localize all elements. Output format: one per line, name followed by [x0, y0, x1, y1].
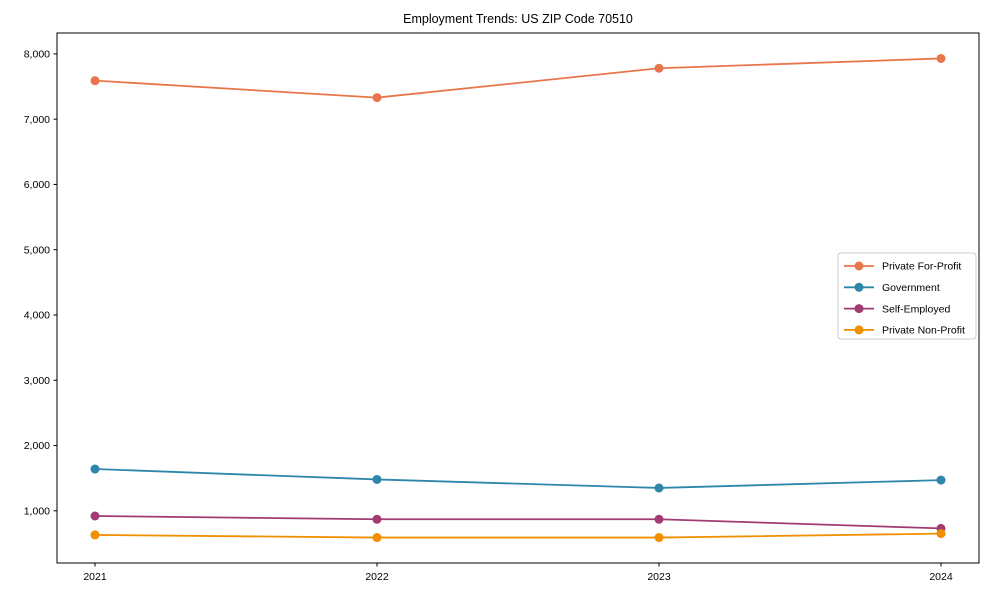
legend-marker	[854, 304, 864, 314]
y-tick-label: 1,000	[24, 505, 50, 517]
x-axis-ticks: 2021 2022 2023 2024	[83, 563, 953, 583]
x-tick-label: 2021	[83, 571, 107, 583]
y-axis-ticks: 1,000 2,000 3,000 4,000 5,000 6,000 7,000 8,000	[24, 49, 57, 517]
y-tick-label: 3,000	[24, 375, 50, 387]
data-point-marker-private-non-profit	[372, 533, 382, 543]
x-tick-label: 2022	[365, 571, 389, 583]
data-point-marker-government	[654, 483, 664, 493]
data-point-marker-private-for-profit	[936, 53, 946, 63]
data-point-marker-government	[90, 464, 100, 474]
legend-marker	[854, 325, 864, 335]
y-tick-label: 2,000	[24, 440, 50, 452]
legend-item-self-employed: Self-Employed	[844, 303, 950, 315]
data-point-marker-government	[936, 475, 946, 485]
legend-item-government: Government	[844, 282, 940, 294]
legend-marker	[854, 282, 864, 292]
series-line-self-employed	[94, 515, 942, 530]
series-line-private-non-profit	[94, 532, 942, 539]
data-point-marker-private-for-profit	[90, 76, 100, 86]
legend-label: Self-Employed	[882, 303, 950, 315]
legend-marker	[854, 261, 864, 271]
legend: Private For-Profit Government Self-Employe…	[837, 252, 977, 340]
data-point-marker-self-employed	[654, 514, 664, 524]
series-layer	[90, 53, 946, 543]
axes-frame	[56, 32, 980, 564]
data-point-marker-self-employed	[372, 514, 382, 524]
legend-box	[837, 252, 977, 340]
data-point-marker-private-for-profit	[654, 63, 664, 73]
series-line-government	[94, 468, 942, 489]
y-tick-label: 6,000	[24, 179, 50, 191]
legend-label: Private Non-Profit	[882, 325, 965, 337]
legend-item-private-non-profit: Private Non-Profit	[844, 325, 965, 337]
legend-label: Government	[882, 282, 940, 294]
legend-item-private-for-profit: Private For-Profit	[844, 261, 961, 273]
data-point-marker-private-non-profit	[90, 530, 100, 540]
y-tick-label: 8,000	[24, 49, 50, 61]
data-point-marker-private-non-profit	[936, 529, 946, 539]
data-point-marker-self-employed	[90, 511, 100, 521]
series-line-private-for-profit	[94, 57, 942, 99]
data-point-marker-private-non-profit	[654, 533, 664, 543]
x-tick-label: 2024	[929, 571, 953, 583]
chart-title: Employment Trends: US ZIP Code 70510	[403, 12, 633, 26]
y-tick-label: 7,000	[24, 114, 50, 126]
y-tick-label: 5,000	[24, 244, 50, 256]
y-tick-label: 4,000	[24, 310, 50, 322]
x-tick-label: 2023	[647, 571, 671, 583]
legend-label: Private For-Profit	[882, 261, 961, 273]
data-point-marker-government	[372, 474, 382, 484]
plot-frame	[56, 32, 980, 564]
data-point-marker-private-for-profit	[372, 93, 382, 103]
